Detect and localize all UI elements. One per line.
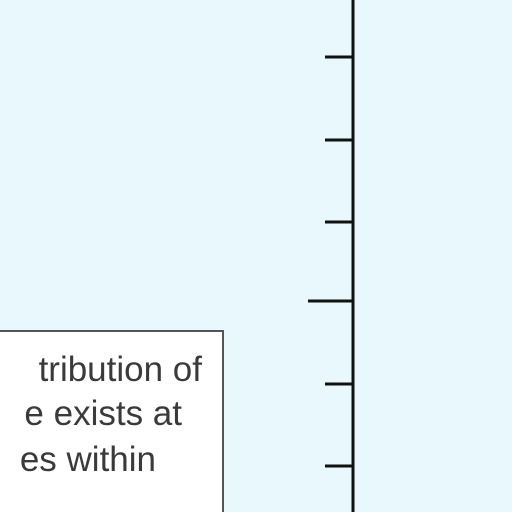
callout-text-line: e exists at	[24, 394, 182, 433]
callout-text-line: tribution of	[38, 350, 202, 389]
callout-text-line: es within	[19, 440, 156, 479]
annotation-callout-box: tribution of e exists at es within	[0, 330, 224, 512]
